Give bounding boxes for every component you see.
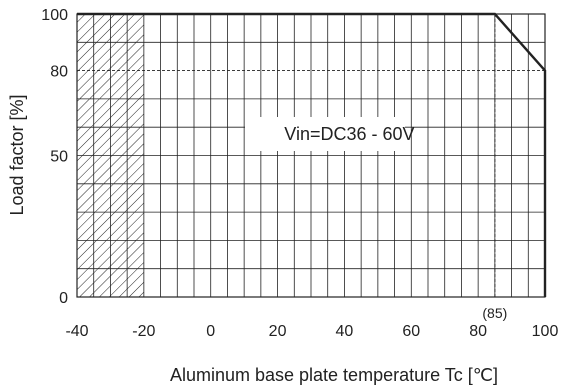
grid	[77, 14, 545, 297]
annotation-background	[245, 117, 405, 151]
x-axis-label: Aluminum base plate temperature Tc [℃]	[170, 365, 498, 385]
reference-lines	[77, 14, 545, 297]
vin-annotation: Vin=DC36 - 60V	[284, 124, 414, 144]
annotations: Vin=DC36 - 60V (85)	[245, 117, 507, 321]
y-tick-label: 0	[59, 290, 68, 307]
x-tick-label: 40	[336, 323, 354, 340]
x85-annotation: (85)	[482, 305, 507, 321]
series	[77, 12, 547, 297]
x-tick-label: -20	[132, 323, 155, 340]
x-tick-label: 0	[206, 323, 215, 340]
derating-curve	[77, 12, 547, 297]
y-axis-label: Load factor [%]	[7, 94, 27, 215]
x-tick-label: -40	[65, 323, 88, 340]
x-tick-label: 20	[269, 323, 287, 340]
tick-labels: -40 -20 0 20 40 60 80 100 0 50 80 100	[41, 7, 558, 340]
x-tick-label: 80	[469, 323, 487, 340]
x-tick-label: 100	[532, 323, 559, 340]
y-tick-label: 50	[50, 149, 68, 166]
x-tick-label: 60	[402, 323, 420, 340]
y-tick-label: 100	[41, 7, 68, 24]
y-tick-label: 80	[50, 64, 68, 81]
